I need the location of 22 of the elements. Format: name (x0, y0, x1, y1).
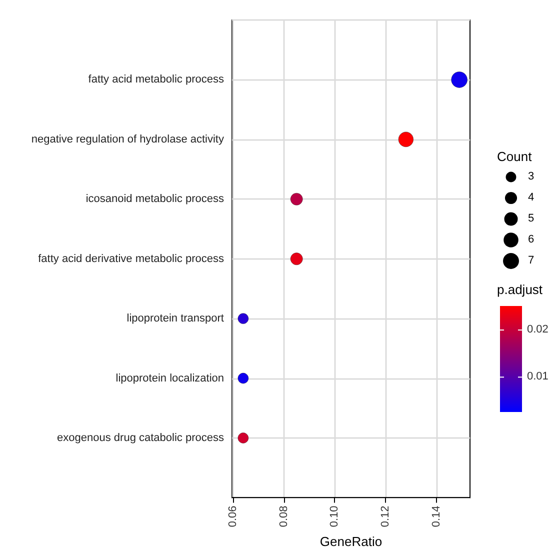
y-tick-label: fatty acid derivative metabolic process (38, 252, 224, 265)
legend-label: 7 (528, 254, 534, 266)
y-tick-label: icosanoid metabolic process (86, 193, 224, 206)
y-tick-label: lipoprotein localization (116, 372, 224, 384)
color-bar-label: 0.02 (527, 324, 548, 336)
x-tick-label: 0.08 (278, 506, 290, 528)
x-axis-title: GeneRatio (320, 534, 382, 549)
x-tick-label: 0.14 (430, 506, 442, 528)
legend-label: 3 (528, 170, 534, 182)
color-bar-label: 0.01 (527, 370, 548, 383)
y-tick-label: fatty acid metabolic process (88, 74, 224, 86)
x-tick-label: 0.12 (380, 506, 392, 528)
legend-title: Count (497, 149, 532, 164)
x-tick-label: 0.10 (328, 506, 341, 528)
legend-label: 4 (528, 192, 534, 204)
x-tick-label: 0.06 (227, 506, 240, 528)
y-tick-label: negative regulation of hydrolase activity (31, 133, 224, 146)
color-bar-title: p.adjust (497, 282, 543, 297)
y-tick-label: exogenous drug catabolic process (57, 432, 224, 444)
legend-label: 5 (528, 212, 534, 224)
y-tick-label: lipoprotein transport (126, 312, 224, 325)
legend-label: 6 (528, 234, 534, 246)
